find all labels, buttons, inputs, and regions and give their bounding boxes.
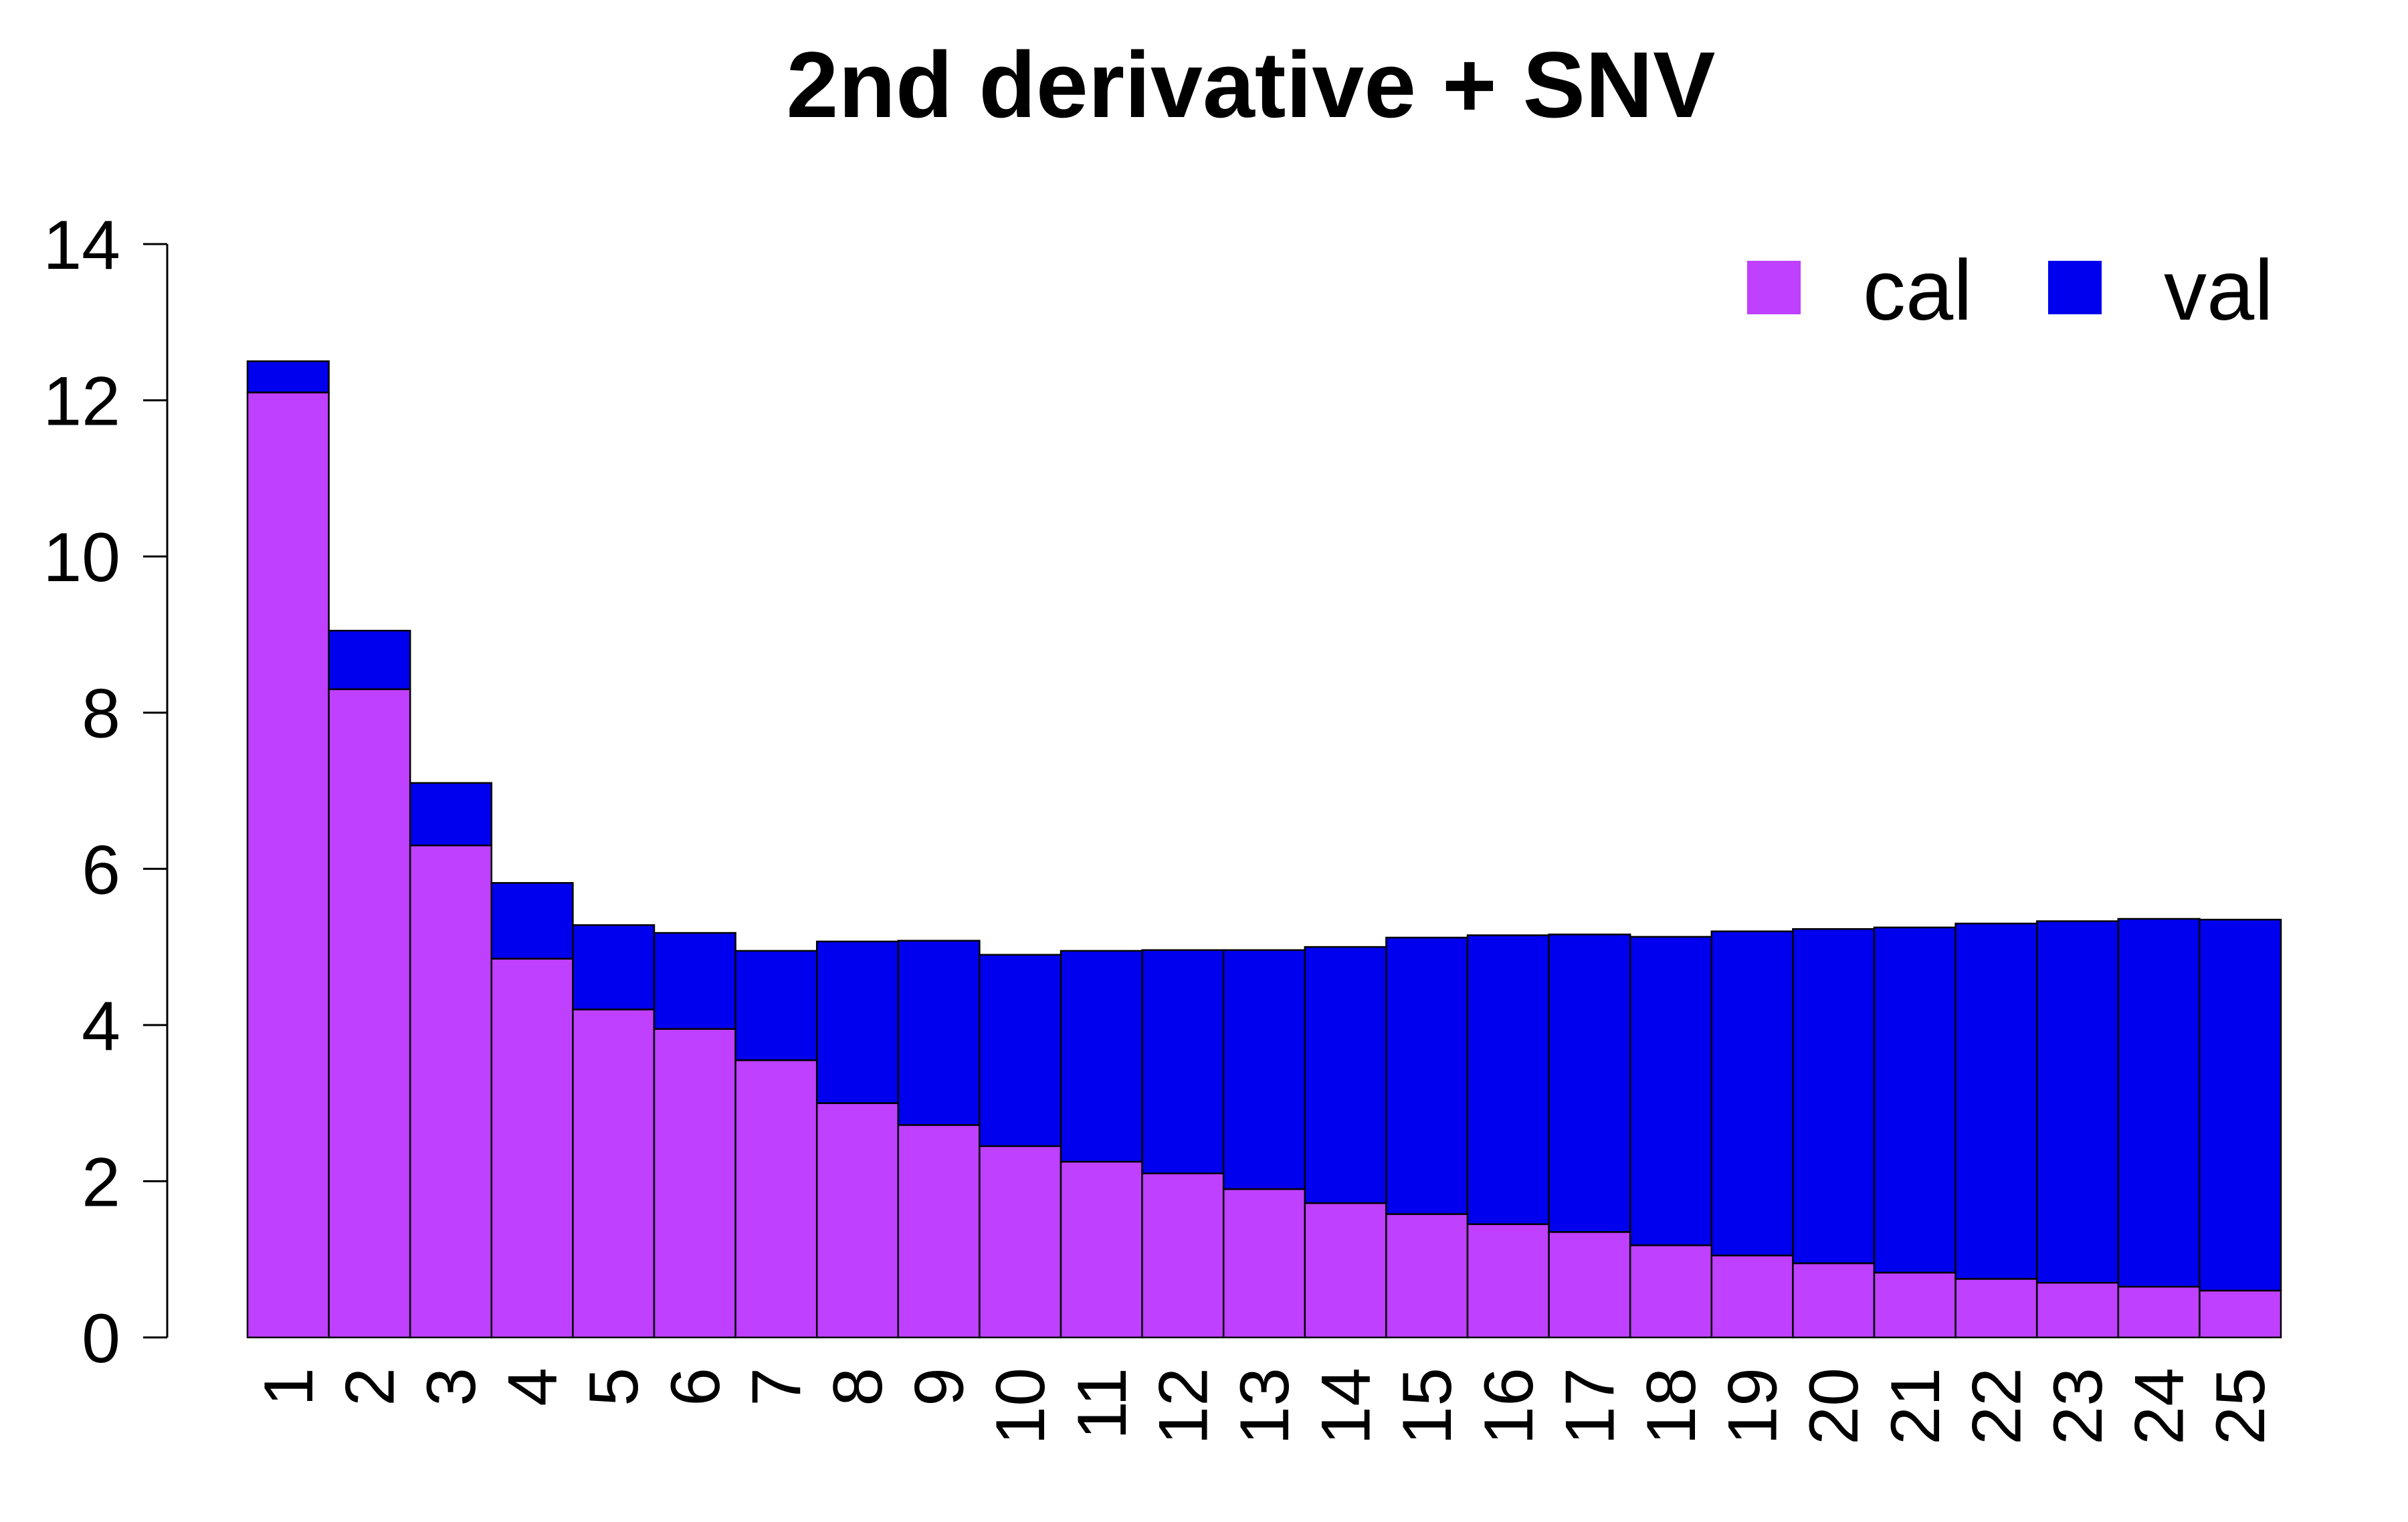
- bar-cal-9: [897, 1124, 981, 1339]
- x-tick-label: 6: [657, 1368, 734, 1406]
- bar-val-10: [979, 954, 1062, 1148]
- y-tick-label: 4: [82, 988, 120, 1065]
- bar-val-13: [1222, 949, 1306, 1190]
- bar-val-2: [328, 629, 411, 690]
- x-tick-label: 12: [1144, 1368, 1222, 1445]
- x-tick-label: 14: [1308, 1368, 1385, 1445]
- bar-val-22: [1954, 922, 2038, 1280]
- bar-val-19: [1710, 930, 1794, 1257]
- bar-val-14: [1304, 946, 1387, 1204]
- legend-label-val: val: [2164, 243, 2274, 338]
- x-tick-label: 7: [738, 1368, 815, 1406]
- x-tick-label: 9: [901, 1368, 979, 1406]
- legend-swatch-val: [2048, 261, 2102, 314]
- x-axis-labels: 1 2 3 4 5 6 7 8 9 10 11 12 13 14 15 16 17 18 19 20 21 22 23 24 2…: [250, 1368, 2280, 1445]
- y-tick-label: 8: [82, 675, 120, 753]
- bar-cal-20: [1792, 1262, 1876, 1339]
- x-tick-label: 25: [2202, 1368, 2280, 1445]
- x-tick-label: 23: [2039, 1368, 2117, 1445]
- bar-cal-15: [1385, 1213, 1469, 1339]
- y-tick-label: 6: [82, 831, 120, 909]
- bar-cal-5: [572, 1008, 656, 1339]
- bar-val-4: [490, 882, 574, 960]
- x-tick-label: 15: [1389, 1368, 1466, 1445]
- x-tick-label: 18: [1633, 1368, 1710, 1445]
- x-tick-label: 1: [250, 1368, 328, 1406]
- x-tick-label: 20: [1795, 1368, 1873, 1445]
- bar-cal-11: [1060, 1160, 1143, 1339]
- y-tick-label: 14: [43, 207, 120, 284]
- x-tick-label: 24: [2121, 1368, 2199, 1445]
- bar-cal-14: [1304, 1202, 1387, 1339]
- y-tick-label: 2: [82, 1144, 120, 1221]
- bar-val-21: [1873, 926, 1956, 1274]
- x-tick-label: 16: [1470, 1368, 1548, 1445]
- legend: cal val: [1747, 243, 2274, 338]
- bar-cal-19: [1710, 1255, 1794, 1339]
- bars-group: [246, 360, 2282, 1339]
- bar-val-16: [1466, 934, 1550, 1225]
- bar-cal-13: [1222, 1188, 1306, 1339]
- y-tick-label: 10: [43, 519, 120, 596]
- x-tick-label: 10: [982, 1368, 1060, 1445]
- x-tick-label: 8: [819, 1368, 897, 1406]
- x-tick-label: 5: [575, 1368, 653, 1406]
- bar-val-25: [2199, 918, 2282, 1292]
- x-tick-label: 11: [1064, 1368, 1141, 1440]
- bar-cal-7: [734, 1059, 818, 1339]
- bar-cal-10: [979, 1145, 1062, 1339]
- x-tick-label: 19: [1714, 1368, 1792, 1445]
- x-tick-label: 22: [1958, 1368, 2035, 1445]
- bar-val-17: [1548, 934, 1631, 1233]
- bar-cal-1: [246, 391, 330, 1339]
- bar-val-7: [734, 950, 818, 1061]
- bar-cal-23: [2035, 1282, 2120, 1339]
- bar-val-6: [653, 932, 736, 1030]
- bar-val-18: [1629, 936, 1713, 1246]
- bar-cal-17: [1548, 1231, 1631, 1339]
- x-tick-label: 2: [331, 1368, 409, 1406]
- bar-val-11: [1060, 950, 1143, 1163]
- bar-cal-4: [490, 958, 574, 1339]
- bar-val-20: [1792, 928, 1876, 1265]
- bar-cal-16: [1466, 1223, 1550, 1339]
- bar-cal-22: [1954, 1278, 2038, 1339]
- chart-title: 2nd derivative + SNV: [787, 32, 1716, 137]
- x-tick-label: 21: [1877, 1368, 1954, 1445]
- y-tick-label: 12: [43, 363, 120, 441]
- y-axis: 0 2 4 6 8 10 12 14: [43, 207, 169, 1378]
- bar-cal-18: [1629, 1244, 1713, 1339]
- x-tick-label: 13: [1226, 1368, 1304, 1445]
- bar-cal-25: [2199, 1289, 2282, 1339]
- bar-val-8: [815, 940, 900, 1104]
- bar-cal-12: [1141, 1172, 1225, 1339]
- bar-cal-6: [653, 1028, 736, 1339]
- bar-cal-8: [815, 1102, 900, 1339]
- bar-val-5: [572, 924, 656, 1010]
- legend-label-cal: cal: [1863, 243, 1973, 338]
- x-tick-label: 4: [494, 1368, 572, 1406]
- bar-val-24: [2117, 917, 2201, 1288]
- bar-val-12: [1141, 949, 1225, 1174]
- bar-val-9: [897, 940, 981, 1126]
- bar-cal-3: [409, 845, 493, 1339]
- bar-val-3: [409, 782, 493, 847]
- bar-val-1: [246, 360, 330, 394]
- bar-cal-24: [2117, 1285, 2201, 1339]
- bar-cal-21: [1873, 1271, 1956, 1339]
- x-tick-label: 3: [413, 1368, 490, 1406]
- legend-swatch-cal: [1747, 261, 1801, 314]
- y-tick-label: 0: [82, 1300, 120, 1378]
- bar-val-15: [1385, 936, 1469, 1215]
- bar-cal-2: [328, 688, 411, 1339]
- x-tick-label: 17: [1551, 1368, 1629, 1445]
- bar-val-23: [2035, 920, 2120, 1284]
